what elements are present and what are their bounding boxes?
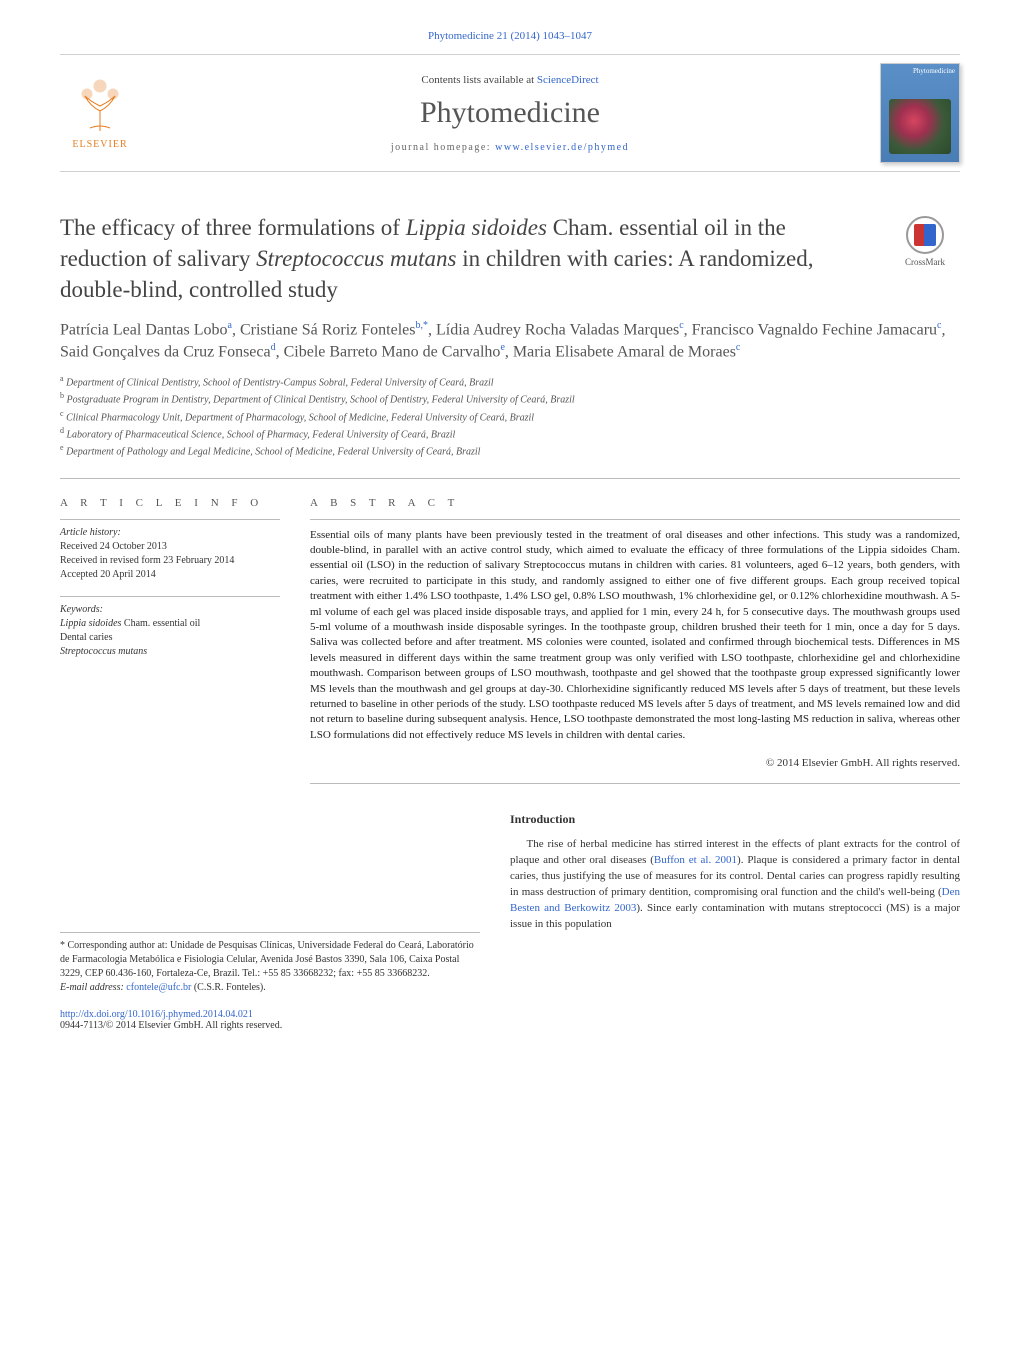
article-info-column: A R T I C L E I N F O Article history: R… bbox=[60, 497, 280, 784]
affiliation: d Laboratory of Pharmaceutical Science, … bbox=[60, 425, 960, 442]
corresponding-star: * bbox=[60, 940, 65, 951]
affiliation: a Department of Clinical Dentistry, Scho… bbox=[60, 373, 960, 390]
affiliations: a Department of Clinical Dentistry, Scho… bbox=[60, 373, 960, 460]
abstract-text: Essential oils of many plants have been … bbox=[310, 519, 960, 743]
abstract-column: A B S T R A C T Essential oils of many p… bbox=[310, 497, 960, 784]
affiliation: e Department of Pathology and Legal Medi… bbox=[60, 442, 960, 459]
history-label: Article history: bbox=[60, 526, 280, 540]
affiliation: c Clinical Pharmacology Unit, Department… bbox=[60, 408, 960, 425]
affiliation: b Postgraduate Program in Dentistry, Dep… bbox=[60, 390, 960, 407]
elsevier-tree-icon bbox=[75, 76, 125, 136]
journal-header: ELSEVIER Contents lists available at Sci… bbox=[60, 54, 960, 172]
article-info-heading: A R T I C L E I N F O bbox=[60, 497, 280, 509]
introduction-heading: Introduction bbox=[510, 812, 960, 827]
introduction-text: The rise of herbal medicine has stirred … bbox=[510, 837, 960, 933]
homepage-label: journal homepage: bbox=[391, 142, 495, 153]
corresponding-author: * Corresponding author at: Unidade de Pe… bbox=[60, 939, 480, 981]
article-history-block: Article history: Received 24 October 201… bbox=[60, 519, 280, 582]
doi-link[interactable]: http://dx.doi.org/10.1016/j.phymed.2014.… bbox=[60, 1009, 253, 1020]
accepted-date: Accepted 20 April 2014 bbox=[60, 568, 280, 582]
email-link[interactable]: cfontele@ufc.br bbox=[126, 982, 191, 993]
cover-title: Phytomedicine bbox=[881, 64, 959, 78]
issn-line: 0944-7113/© 2014 Elsevier GmbH. All righ… bbox=[60, 1020, 282, 1031]
journal-name: Phytomedicine bbox=[140, 96, 880, 130]
header-center: Contents lists available at ScienceDirec… bbox=[140, 74, 880, 153]
keyword: Dental caries bbox=[60, 631, 280, 645]
publisher-name: ELSEVIER bbox=[72, 139, 127, 150]
keyword: Lippia sidoides Cham. essential oil bbox=[60, 617, 280, 631]
cover-art-icon bbox=[889, 99, 951, 154]
doi-block: http://dx.doi.org/10.1016/j.phymed.2014.… bbox=[60, 1009, 480, 1031]
sciencedirect-link[interactable]: ScienceDirect bbox=[537, 74, 599, 86]
journal-cover-thumb: Phytomedicine bbox=[880, 63, 960, 163]
info-abstract-row: A R T I C L E I N F O Article history: R… bbox=[60, 478, 960, 784]
crossmark-badge[interactable]: CrossMark bbox=[890, 216, 960, 267]
author-list: Patrícia Leal Dantas Loboa, Cristiane Sá… bbox=[60, 319, 960, 363]
crossmark-label: CrossMark bbox=[905, 257, 945, 267]
citation-line: Phytomedicine 21 (2014) 1043–1047 bbox=[60, 30, 960, 42]
email-line: E-mail address: cfontele@ufc.br (C.S.R. … bbox=[60, 981, 480, 995]
corresponding-text: Corresponding author at: Unidade de Pesq… bbox=[60, 940, 474, 979]
keywords-block: Keywords: Lippia sidoides Cham. essentia… bbox=[60, 596, 280, 659]
crossmark-icon bbox=[906, 216, 944, 254]
title-row: The efficacy of three formulations of Li… bbox=[60, 212, 960, 305]
revised-date: Received in revised form 23 February 201… bbox=[60, 554, 280, 568]
email-label: E-mail address: bbox=[60, 982, 126, 993]
keywords-label: Keywords: bbox=[60, 603, 280, 617]
received-date: Received 24 October 2013 bbox=[60, 540, 280, 554]
article-title: The efficacy of three formulations of Li… bbox=[60, 212, 874, 305]
footnotes: * Corresponding author at: Unidade de Pe… bbox=[60, 932, 480, 995]
contents-available: Contents lists available at ScienceDirec… bbox=[140, 74, 880, 86]
abstract-heading: A B S T R A C T bbox=[310, 497, 960, 509]
homepage-line: journal homepage: www.elsevier.de/phymed bbox=[140, 142, 880, 153]
publisher-logo: ELSEVIER bbox=[60, 68, 140, 158]
homepage-link[interactable]: www.elsevier.de/phymed bbox=[495, 142, 629, 153]
keyword: Streptococcus mutans bbox=[60, 645, 280, 659]
citation-link[interactable]: Phytomedicine 21 (2014) 1043–1047 bbox=[428, 30, 592, 42]
contents-text: Contents lists available at bbox=[421, 74, 536, 86]
intro-ref1[interactable]: Buffon et al. 2001 bbox=[654, 854, 737, 866]
body-columns: * Corresponding author at: Unidade de Pe… bbox=[60, 812, 960, 1031]
left-column: * Corresponding author at: Unidade de Pe… bbox=[60, 812, 480, 1031]
right-column: Introduction The rise of herbal medicine… bbox=[510, 812, 960, 1031]
abstract-copyright: © 2014 Elsevier GmbH. All rights reserve… bbox=[310, 757, 960, 784]
email-person: (C.S.R. Fonteles). bbox=[191, 982, 265, 993]
